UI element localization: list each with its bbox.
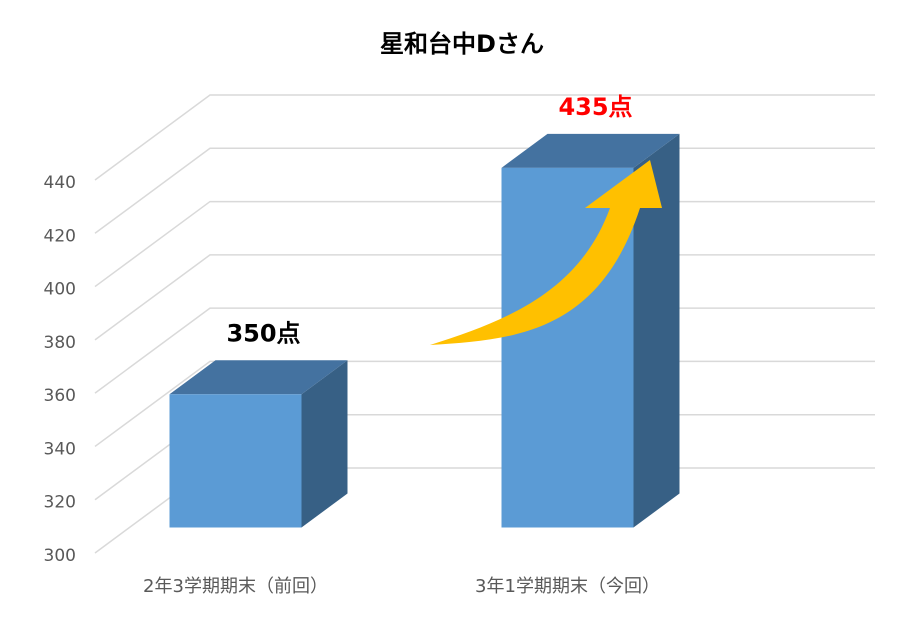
bar-side — [301, 360, 348, 528]
arrow — [430, 160, 662, 345]
y-tick-label: 300 — [44, 546, 76, 566]
bar — [169, 394, 302, 528]
x-tick-label: 3年1学期期末（今回） — [475, 576, 660, 597]
y-tick-label: 400 — [44, 280, 76, 300]
grid-line — [94, 94, 875, 181]
y-tick-label: 360 — [44, 386, 76, 406]
y-tick-label: 320 — [44, 493, 76, 513]
grid: 300 320 340 360 380 400 420 440 — [44, 94, 875, 566]
chart-title: 星和台中Dさん — [380, 30, 544, 58]
value-label: 435点 — [558, 93, 632, 121]
bar-side — [633, 133, 680, 528]
y-tick-label: 420 — [44, 226, 76, 246]
bars: 350点 2年3学期期末（前回） 435点 3年1学期期末（今回） — [143, 93, 680, 597]
x-tick-label: 2年3学期期末（前回） — [143, 576, 328, 597]
bar-top — [169, 360, 348, 395]
value-label: 350点 — [226, 319, 300, 347]
bar-top — [501, 133, 680, 168]
y-tick-label: 440 — [44, 173, 76, 193]
grid-line — [94, 200, 875, 288]
y-tick-label: 340 — [44, 439, 76, 459]
grid-line — [94, 147, 875, 234]
y-tick-label: 380 — [44, 333, 76, 353]
